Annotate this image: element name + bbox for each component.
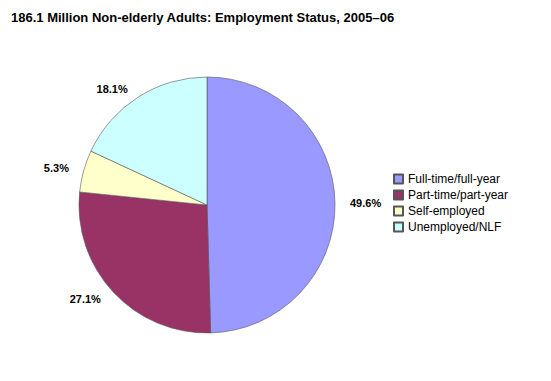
- svg-text:Part-time/part-year: Part-time/part-year: [408, 188, 508, 202]
- svg-text:5.3%: 5.3%: [44, 162, 69, 174]
- svg-text:Full-time/full-year: Full-time/full-year: [408, 172, 500, 186]
- svg-text:27.1%: 27.1%: [70, 293, 101, 305]
- svg-text:Self-employed: Self-employed: [408, 204, 485, 218]
- svg-text:Unemployed/NLF: Unemployed/NLF: [408, 220, 501, 234]
- svg-text:49.6%: 49.6%: [350, 197, 381, 209]
- svg-text:186.1 Million Non-elderly Adul: 186.1 Million Non-elderly Adults: Employ…: [11, 10, 394, 25]
- svg-text:18.1%: 18.1%: [97, 83, 128, 95]
